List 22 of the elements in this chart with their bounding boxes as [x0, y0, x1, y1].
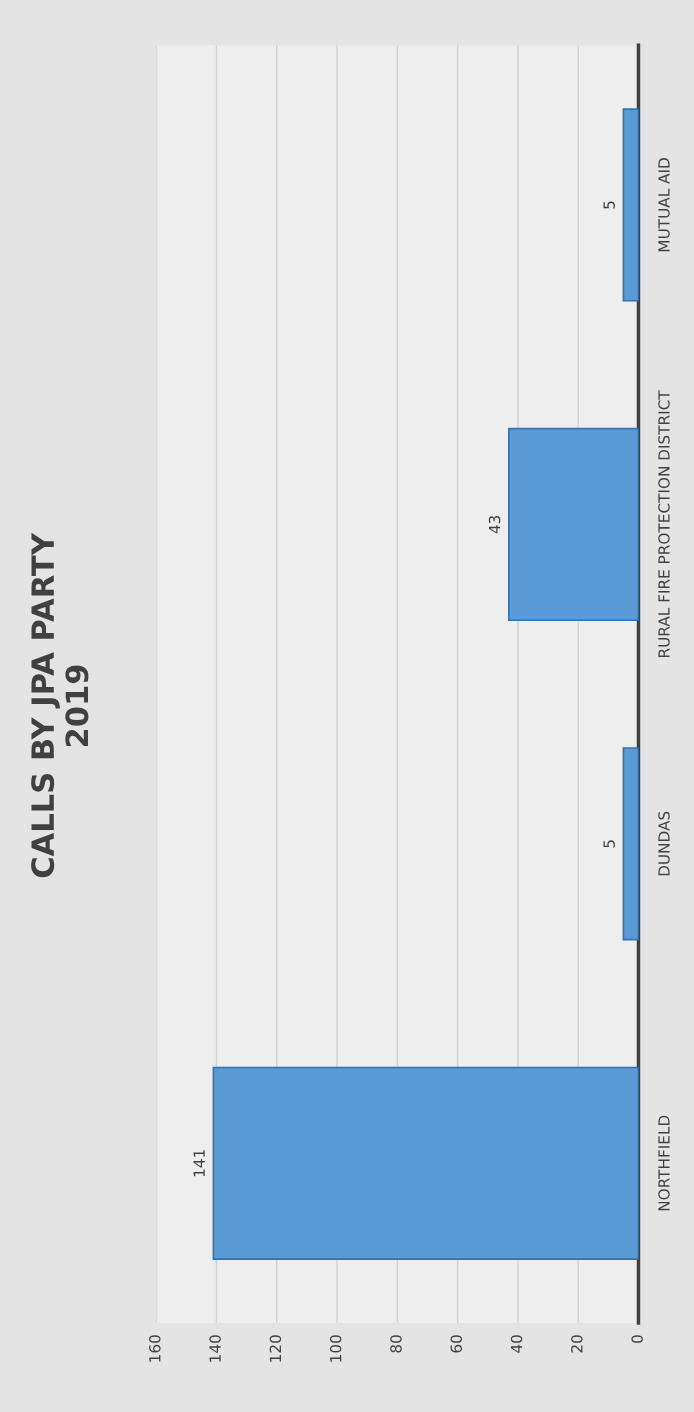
bar: [622, 108, 639, 302]
text: CALLS BY JPA PARTY 2019: [31, 532, 89, 878]
x-tick-label: 120: [269, 1335, 282, 1362]
x-tick-label: 40: [510, 1335, 523, 1353]
data-label: 43: [488, 515, 501, 534]
bar: [622, 747, 639, 941]
x-tick-label: 0: [631, 1335, 643, 1343]
y-tick-label: MUTUAL AID: [658, 158, 670, 252]
data-label: 5: [603, 840, 615, 848]
data-label: 141: [193, 1150, 205, 1177]
x-tick-label: 80: [390, 1335, 402, 1353]
data-label: 5: [603, 201, 615, 209]
x-tick-label: 100: [329, 1335, 342, 1362]
bar: [212, 1066, 639, 1260]
bar: [508, 427, 639, 622]
x-tick-label: 60: [450, 1335, 463, 1353]
x-tick-label: 140: [209, 1335, 221, 1362]
y-tick-label: NORTHFIELD: [658, 1115, 670, 1211]
x-tick-label: 20: [571, 1335, 583, 1353]
y-tick-label: DUNDAS: [658, 811, 670, 876]
x-tick-label: 160: [149, 1335, 161, 1362]
y-tick-label: RURAL FIRE PROTECTION DISTRICT: [658, 390, 670, 657]
